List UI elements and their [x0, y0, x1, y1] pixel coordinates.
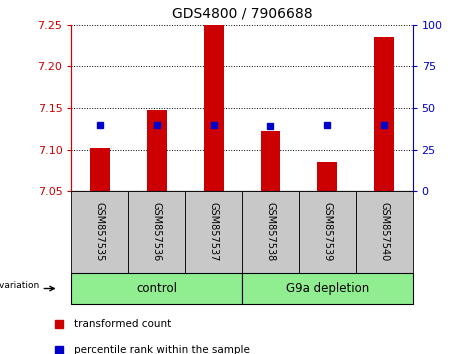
Bar [374, 37, 394, 191]
Text: GSM857539: GSM857539 [322, 202, 332, 262]
Text: control: control [136, 282, 177, 295]
Bar [185, 191, 242, 273]
Text: GSM857537: GSM857537 [208, 202, 219, 262]
Bar [128, 191, 185, 273]
Bar [317, 162, 337, 191]
Bar [204, 25, 224, 191]
Bar [260, 131, 280, 191]
Text: percentile rank within the sample: percentile rank within the sample [74, 346, 250, 354]
Text: GSM857536: GSM857536 [152, 202, 162, 262]
Bar [90, 148, 110, 191]
Text: genotype/variation: genotype/variation [0, 281, 39, 291]
Text: GSM857540: GSM857540 [379, 202, 389, 262]
Text: transformed count: transformed count [74, 319, 171, 329]
Text: GSM857535: GSM857535 [95, 202, 105, 262]
Bar [242, 273, 413, 304]
Bar [71, 273, 242, 304]
Bar [242, 191, 299, 273]
Bar [147, 110, 167, 191]
Bar [356, 191, 413, 273]
Title: GDS4800 / 7906688: GDS4800 / 7906688 [171, 7, 313, 21]
Text: GSM857538: GSM857538 [266, 202, 276, 262]
Bar [299, 191, 356, 273]
Bar [71, 191, 128, 273]
Text: G9a depletion: G9a depletion [286, 282, 369, 295]
